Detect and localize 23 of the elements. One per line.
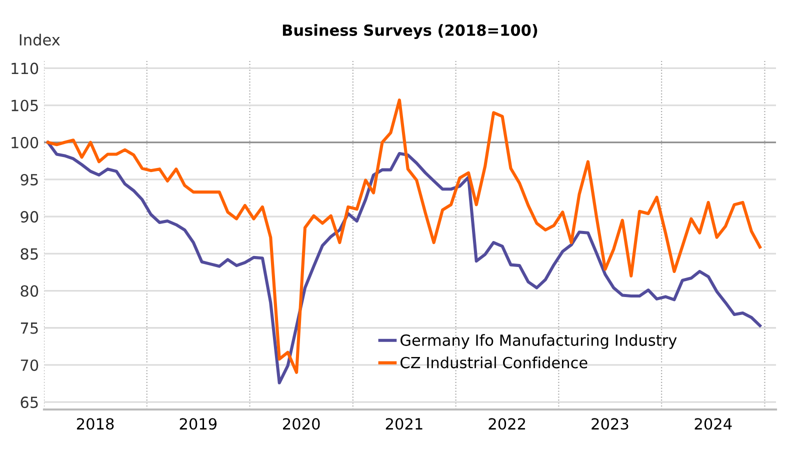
x-tick-label: 2020	[283, 418, 320, 430]
y-tick-label: 100	[12, 136, 38, 148]
y-tick-label: 85	[20, 248, 38, 260]
x-tick-label: 2023	[592, 418, 628, 430]
x-tick-label: 2024	[694, 418, 732, 430]
y-tick-label: 95	[20, 174, 38, 186]
line-series	[46, 140, 762, 384]
chart-title: Business Surveys (2018=100)	[282, 24, 538, 40]
y-axis-title: Index	[20, 34, 60, 46]
legend-label: Germany Ifo Manufacturing Industry	[400, 334, 677, 349]
y-tick-label: 65	[20, 396, 38, 408]
x-tick-label: 2021	[386, 418, 422, 430]
x-tick-label: 2022	[488, 418, 526, 430]
y-tick-label: 80	[20, 285, 38, 297]
y-tick-label: 110	[12, 62, 38, 74]
x-tick-label: 2018	[76, 418, 114, 430]
y-tick-label: 70	[20, 359, 38, 371]
y-tick-label: 75	[20, 322, 38, 334]
line-series	[46, 98, 762, 374]
legend-label: CZ Industrial Confidence	[400, 356, 588, 368]
y-tick-label: 105	[12, 100, 38, 112]
y-tick-label: 90	[20, 211, 38, 223]
x-tick-label: 2019	[180, 418, 217, 430]
